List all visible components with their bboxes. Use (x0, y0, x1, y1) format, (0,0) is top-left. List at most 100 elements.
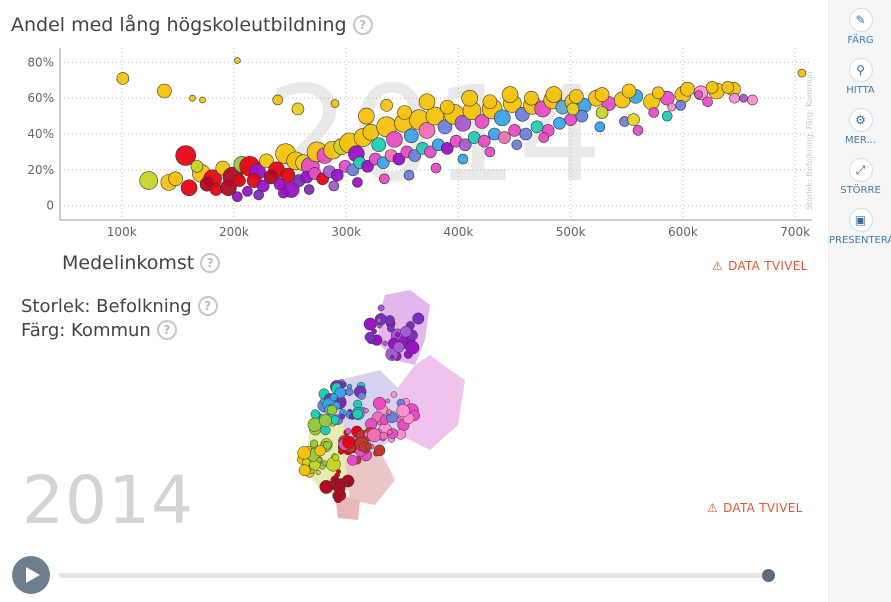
x-axis-title[interactable]: Medelinkomst? (62, 252, 221, 274)
data-point[interactable] (430, 162, 442, 174)
data-point[interactable] (729, 92, 740, 104)
data-point[interactable] (564, 113, 577, 126)
map-bubble[interactable] (394, 332, 401, 338)
data-point[interactable] (168, 171, 183, 187)
data-point[interactable] (232, 191, 243, 203)
data-point[interactable] (263, 169, 279, 185)
map-bubble[interactable] (336, 469, 342, 475)
map-bubble[interactable] (316, 457, 323, 463)
data-point[interactable] (403, 169, 415, 181)
map-bubble[interactable] (348, 478, 355, 485)
data-point[interactable] (524, 90, 539, 106)
map-bubble[interactable] (396, 404, 410, 418)
data-point[interactable] (702, 96, 713, 108)
map-bubble[interactable] (326, 404, 338, 416)
data-point[interactable] (498, 131, 511, 144)
data-point[interactable] (418, 122, 436, 139)
scatter-plot[interactable]: 2014 Storlek: Befolkning, Färg: Kommun80%… (0, 40, 828, 240)
data-point[interactable] (361, 159, 374, 173)
data-point[interactable] (457, 153, 469, 165)
data-point[interactable] (482, 94, 498, 110)
map-bubble[interactable] (400, 325, 412, 338)
map-bubble[interactable] (340, 400, 346, 406)
map-bubble[interactable] (297, 446, 311, 460)
data-point[interactable] (632, 125, 644, 136)
map-bubble[interactable] (345, 387, 354, 396)
data-point[interactable] (594, 121, 606, 133)
data-point[interactable] (705, 81, 719, 94)
data-point[interactable] (519, 127, 533, 141)
map-bubble[interactable] (385, 398, 391, 404)
data-point[interactable] (568, 89, 584, 104)
size-selector[interactable]: Storlek: Befolkning? (21, 296, 218, 317)
map-bubble[interactable] (346, 383, 353, 390)
data-point[interactable] (242, 186, 253, 197)
data-point[interactable] (661, 110, 673, 122)
help-icon[interactable]: ? (352, 15, 373, 35)
data-point[interactable] (380, 99, 393, 112)
data-point[interactable] (418, 93, 436, 111)
data-point[interactable] (797, 68, 807, 78)
data-point[interactable] (328, 180, 340, 192)
time-slider-track[interactable] (59, 573, 769, 578)
map-bubble[interactable] (314, 445, 326, 457)
map-bubble[interactable] (318, 414, 332, 428)
data-point[interactable] (256, 179, 270, 193)
map-bubble[interactable] (373, 444, 386, 457)
data-point[interactable] (272, 94, 284, 106)
data-point[interactable] (371, 137, 387, 153)
sidebar-item-bigger[interactable]: ⤢ STÖRRE (829, 158, 891, 196)
data-point[interactable] (379, 173, 390, 185)
data-point[interactable] (651, 86, 665, 100)
data-point[interactable] (180, 179, 198, 197)
map-bubble[interactable] (310, 439, 319, 448)
data-point[interactable] (439, 99, 455, 115)
data-point[interactable] (675, 100, 686, 111)
data-point[interactable] (190, 159, 204, 173)
data-point[interactable] (397, 105, 412, 120)
data-point[interactable] (493, 109, 511, 127)
data-point[interactable] (280, 167, 296, 183)
map-bubble[interactable] (387, 324, 395, 333)
sidebar-item-color[interactable]: ✎ FÄRG (829, 8, 891, 46)
data-point[interactable] (440, 142, 454, 155)
data-point[interactable] (553, 116, 566, 130)
data-point[interactable] (437, 119, 453, 135)
map-bubble[interactable] (377, 304, 385, 312)
data-point[interactable] (220, 179, 237, 197)
data-point[interactable] (627, 113, 640, 126)
map-bubble[interactable] (412, 312, 425, 325)
data-point[interactable] (747, 94, 758, 106)
data-point[interactable] (392, 152, 406, 166)
color-selector[interactable]: Färg: Kommun? (21, 320, 177, 341)
data-point[interactable] (352, 177, 363, 188)
map-bubble[interactable] (310, 409, 321, 419)
data-point[interactable] (408, 149, 421, 162)
map-bubble[interactable] (332, 453, 340, 461)
data-point[interactable] (330, 99, 340, 108)
data-point[interactable] (477, 134, 491, 148)
map-bubble[interactable] (405, 340, 420, 355)
help-icon[interactable]: ? (200, 253, 221, 273)
data-point[interactable] (501, 86, 519, 103)
map-bubble[interactable] (329, 393, 338, 402)
data-warning-link[interactable]: ⚠ DATA TVIVEL (707, 501, 803, 515)
data-point[interactable] (694, 90, 703, 99)
data-point[interactable] (621, 83, 637, 99)
map-bubble[interactable] (333, 479, 339, 484)
map-bubble[interactable] (345, 428, 352, 435)
map-bubble[interactable] (365, 443, 372, 451)
data-point[interactable] (404, 128, 419, 144)
help-icon[interactable]: ? (197, 296, 218, 316)
map-bubble[interactable] (390, 391, 398, 398)
data-point[interactable] (511, 139, 523, 151)
data-point[interactable] (721, 81, 735, 94)
map-bubble[interactable] (339, 381, 347, 389)
data-point[interactable] (139, 171, 158, 190)
data-point[interactable] (566, 102, 580, 116)
data-point[interactable] (594, 87, 610, 102)
data-point[interactable] (209, 183, 223, 196)
map-bubble[interactable] (363, 317, 377, 331)
data-point[interactable] (575, 109, 589, 123)
sidebar-item-present[interactable]: ▣ PRESENTERA (829, 208, 891, 246)
